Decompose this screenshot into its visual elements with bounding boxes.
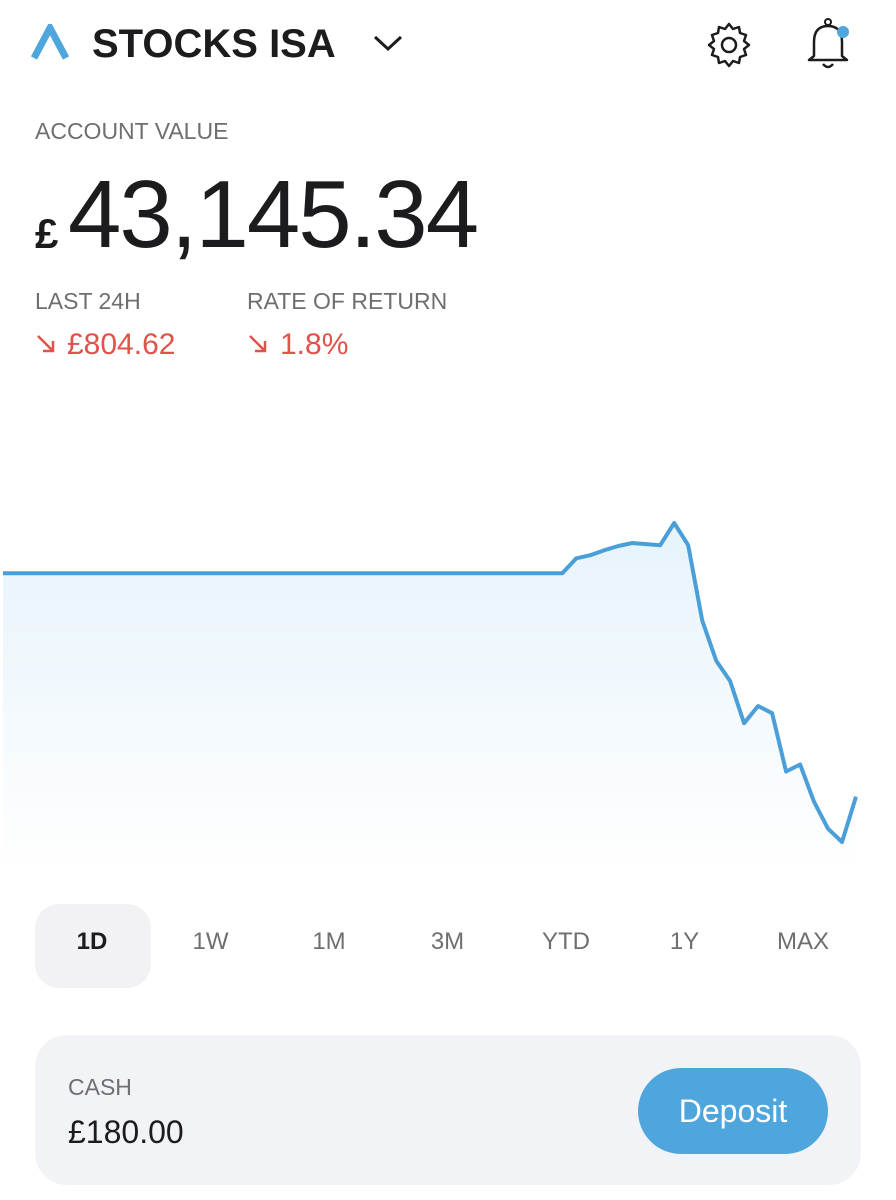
range-tab[interactable]: 1W [192, 928, 229, 955]
stat-label: RATE OF RETURN [247, 288, 448, 314]
cash-value: £180.00 [68, 1114, 184, 1150]
range-tab[interactable]: 1Y [669, 928, 700, 955]
range-tab[interactable]: 1D [76, 928, 108, 955]
dropdown-chevron[interactable] [372, 32, 404, 54]
line [3, 521, 858, 844]
deposit-button[interactable]: Deposit [638, 1068, 828, 1154]
chart [3, 521, 858, 875]
selected-tab-bg [35, 904, 151, 988]
range-tab[interactable]: 1M [312, 928, 346, 955]
logo [30, 24, 70, 60]
account-title[interactable]: STOCKS ISA [92, 22, 336, 66]
settings-icon[interactable] [704, 20, 754, 70]
account-value-label: ACCOUNT VALUE [35, 118, 229, 144]
cash-label: CASH [68, 1074, 132, 1100]
down-arrow [37, 335, 55, 353]
down-arrow [249, 335, 267, 353]
stat-label: LAST 24H [35, 288, 141, 314]
stat-value: £804.62 [67, 328, 176, 361]
range-tab[interactable]: 3M [430, 928, 465, 955]
stat-value: 1.8% [280, 328, 349, 361]
account-value: 43,145.34 [68, 161, 479, 268]
currency-symbol: £ [35, 210, 59, 257]
range-tab[interactable]: YTD [542, 928, 590, 955]
area [3, 523, 856, 875]
notifications-icon[interactable] [804, 16, 854, 72]
range-tab[interactable]: MAX [776, 928, 829, 955]
